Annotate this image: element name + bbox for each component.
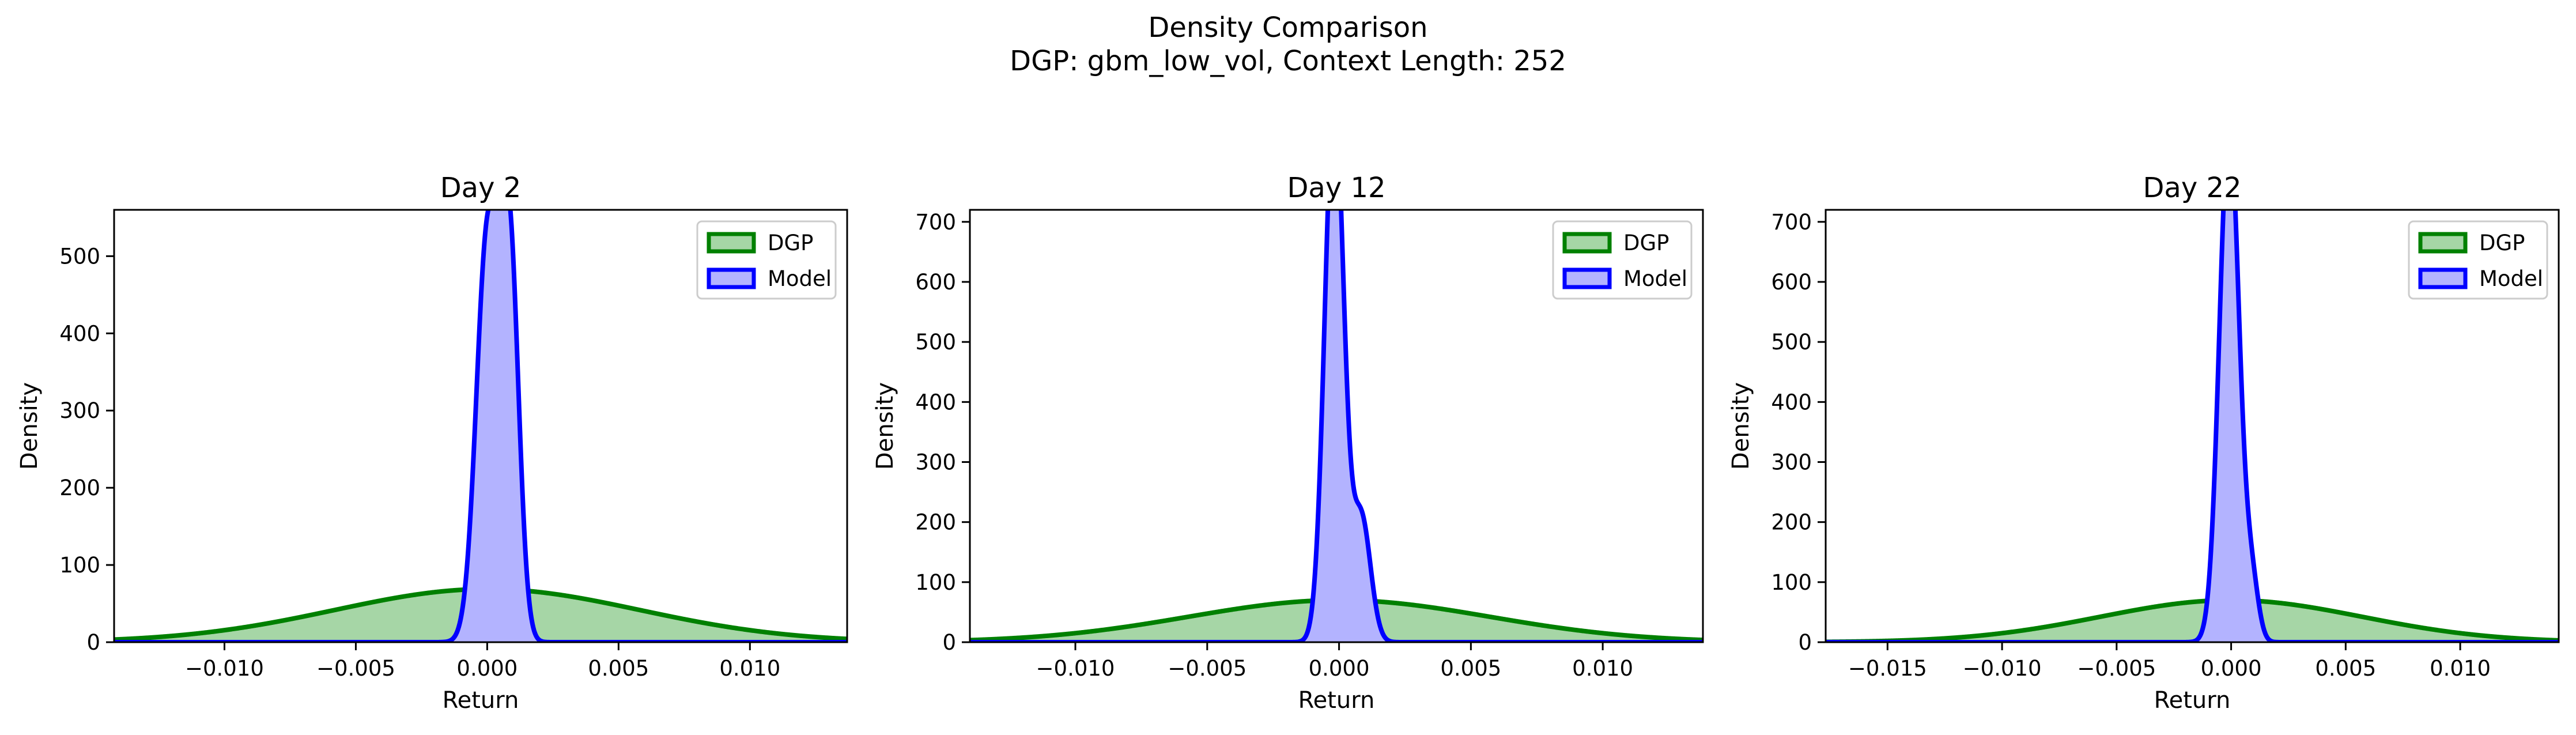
y-tick-label: 200 — [1771, 510, 1812, 535]
x-tick-label: −0.005 — [2077, 656, 2156, 681]
y-tick-label: 500 — [59, 244, 100, 269]
y-axis-label: Density — [872, 382, 898, 470]
y-tick-label: 600 — [1771, 270, 1812, 295]
y-tick-label: 100 — [915, 570, 956, 595]
y-tick-label: 0 — [1798, 630, 1812, 655]
legend: DGP Model — [2409, 221, 2547, 299]
subplot-day-panel-3: −0.015 −0.010 −0.005 0.000 0.005 0.010 0 100 200… — [1728, 124, 2559, 714]
legend-swatch-dgp — [2420, 234, 2465, 251]
x-axis-label: Return — [2154, 687, 2231, 714]
legend-label-dgp: DGP — [1623, 231, 1669, 255]
x-tick-label: 0.005 — [1440, 656, 1501, 681]
subplot-title: Day 2 — [440, 172, 522, 204]
y-tick-label: 400 — [915, 390, 956, 414]
x-tick-label: 0.005 — [2315, 656, 2376, 681]
y-tick-label: 600 — [915, 270, 956, 295]
legend-swatch-model — [1565, 270, 1610, 287]
y-tick-label: 300 — [915, 450, 956, 475]
x-tick-label: −0.010 — [1963, 656, 2042, 681]
legend-swatch-model — [2420, 270, 2465, 287]
x-axis-label: Return — [443, 687, 519, 714]
x-tick-label: −0.005 — [316, 656, 395, 681]
x-tick-label: 0.000 — [456, 656, 518, 681]
x-axis-label: Return — [1298, 687, 1375, 714]
legend: DGP Model — [697, 221, 836, 299]
legend-label-model: Model — [768, 266, 832, 291]
y-tick-label: 500 — [915, 330, 956, 355]
figure-subtitle: DGP: gbm_low_vol, Context Length: 252 — [1010, 45, 1566, 77]
y-tick-label: 300 — [1771, 450, 1812, 475]
y-tick-label: 0 — [942, 630, 956, 655]
legend-label-dgp: DGP — [768, 231, 813, 255]
y-tick-label: 500 — [1771, 330, 1812, 355]
x-tick-label: −0.015 — [1848, 656, 1927, 681]
x-tick-label: 0.010 — [1572, 656, 1633, 681]
y-axis-label: Density — [1728, 382, 1754, 470]
y-tick-label: 200 — [915, 510, 956, 535]
y-tick-label: 400 — [59, 321, 100, 346]
y-tick-label: 400 — [1771, 390, 1812, 414]
y-tick-label: 0 — [86, 630, 100, 655]
y-axis-label: Density — [16, 382, 43, 470]
x-tick-label: 0.005 — [588, 656, 649, 681]
subplot-day-panel-2: −0.010 −0.005 0.000 0.005 0.010 0 100 200 300 400… — [872, 95, 1703, 714]
legend-label-dgp: DGP — [2479, 231, 2525, 255]
legend-label-model: Model — [2479, 266, 2543, 291]
x-tick-label: −0.010 — [1036, 656, 1115, 681]
x-tick-label: −0.010 — [185, 656, 264, 681]
legend-swatch-dgp — [1565, 234, 1610, 251]
figure-title: Density Comparison — [1148, 12, 1427, 44]
subplot-day-panel-1: −0.010 −0.005 0.000 0.005 0.010 0 100 200 300 400… — [16, 172, 847, 714]
legend: DGP Model — [1553, 221, 1691, 299]
y-tick-label: 700 — [915, 210, 956, 235]
y-tick-label: 200 — [59, 476, 100, 500]
subplot-title: Day 12 — [1287, 172, 1385, 204]
legend-swatch-dgp — [709, 234, 754, 251]
y-tick-label: 100 — [1771, 570, 1812, 595]
subplot-panels: −0.010 −0.005 0.000 0.005 0.010 0 100 200 300 400… — [16, 95, 2559, 714]
x-tick-label: 0.000 — [1309, 656, 1370, 681]
x-tick-label: 0.010 — [2430, 656, 2491, 681]
y-tick-label: 100 — [59, 553, 100, 578]
x-tick-label: 0.010 — [719, 656, 780, 681]
legend-swatch-model — [709, 270, 754, 287]
y-tick-label: 700 — [1771, 210, 1812, 235]
legend-label-model: Model — [1623, 266, 1687, 291]
x-tick-label: 0.000 — [2201, 656, 2262, 681]
dgp-density-area — [1826, 600, 2559, 642]
x-tick-label: −0.005 — [1168, 656, 1247, 681]
subplot-title: Day 22 — [2143, 172, 2241, 204]
y-tick-label: 300 — [59, 398, 100, 423]
